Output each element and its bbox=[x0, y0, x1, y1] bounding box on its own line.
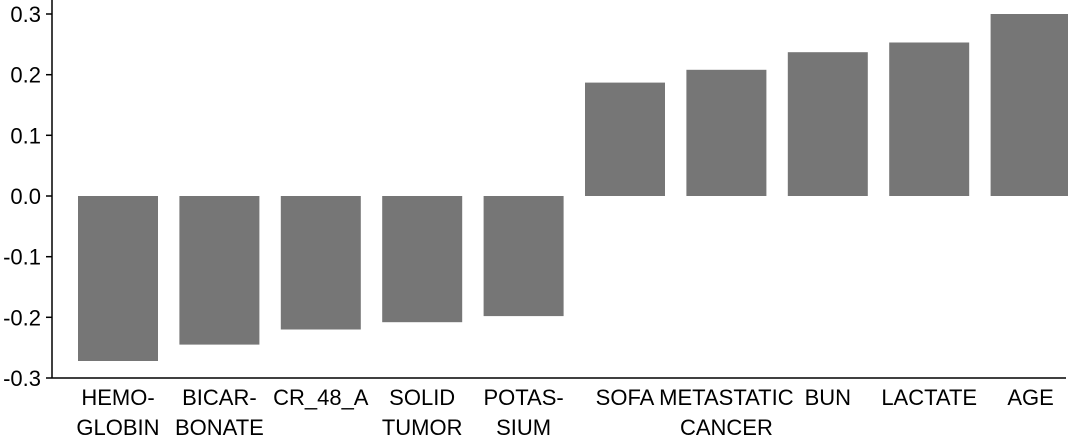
x-tick-label-line: GLOBIN bbox=[76, 415, 159, 439]
bar-1 bbox=[179, 196, 260, 345]
bar-9 bbox=[990, 14, 1068, 196]
x-tick-label-line: BICAR- bbox=[182, 385, 257, 410]
x-tick-label-line: SOFA bbox=[596, 385, 655, 410]
x-tick-label-6: METASTATIC CANCER bbox=[659, 385, 794, 439]
x-tick-label-line: CANCER bbox=[680, 415, 773, 439]
x-tick-label-4: POTAS- SIUM bbox=[483, 385, 563, 439]
x-tick-label-line: METASTATIC bbox=[659, 385, 794, 410]
y-tick-label-3: 0.0 bbox=[10, 184, 41, 209]
x-tick-label-7: BUN bbox=[805, 385, 851, 410]
bar-6 bbox=[686, 69, 767, 196]
y-tick-label-0: -0.3 bbox=[3, 366, 41, 391]
x-tick-label-line: POTAS- bbox=[483, 385, 563, 410]
bar-5 bbox=[585, 82, 665, 196]
y-tick-label-6: 0.3 bbox=[10, 2, 41, 27]
y-axis: -0.3 -0.2 -0.1 0.0 0.1 0.2 0.3 bbox=[3, 0, 53, 391]
x-tick-label-line: BONATE bbox=[175, 415, 264, 439]
x-tick-label-2: CR_48_A bbox=[273, 385, 369, 410]
bar-0 bbox=[78, 196, 158, 361]
bar-2 bbox=[280, 196, 361, 330]
bar-7 bbox=[787, 52, 868, 197]
x-tick-label-line: SOLID bbox=[389, 385, 455, 410]
x-tick-label-line: LACTATE bbox=[881, 385, 977, 410]
x-tick-label-line: BUN bbox=[805, 385, 851, 410]
bar-4 bbox=[483, 196, 564, 317]
x-tick-label-9: AGE bbox=[1007, 385, 1053, 410]
x-tick-label-5: SOFA bbox=[596, 385, 655, 410]
y-tick-label-1: -0.2 bbox=[3, 305, 41, 330]
x-tick-label-0: HEMO- GLOBIN bbox=[76, 385, 159, 439]
x-tick-label-line: AGE bbox=[1007, 385, 1053, 410]
bar-8 bbox=[889, 42, 970, 196]
x-tick-label-3: SOLID TUMOR bbox=[382, 385, 463, 439]
x-tick-label-8: LACTATE bbox=[881, 385, 977, 410]
x-tick-label-1: BICAR- BONATE bbox=[175, 385, 264, 439]
x-tick-label-line: CR_48_A bbox=[273, 385, 369, 410]
x-tick-label-line: TUMOR bbox=[382, 415, 463, 439]
bars-group bbox=[78, 14, 1068, 361]
x-tick-label-line: SIUM bbox=[496, 415, 551, 439]
bar-3 bbox=[382, 196, 463, 323]
x-axis: HEMO- GLOBIN BICAR- BONATE CR_48_A SOLID TUMOR… bbox=[52, 377, 1066, 439]
x-tick-label-line: HEMO- bbox=[81, 385, 154, 410]
y-tick-label-5: 0.2 bbox=[10, 63, 41, 88]
y-tick-label-2: -0.1 bbox=[3, 245, 41, 270]
y-tick-label-4: 0.1 bbox=[10, 123, 41, 148]
